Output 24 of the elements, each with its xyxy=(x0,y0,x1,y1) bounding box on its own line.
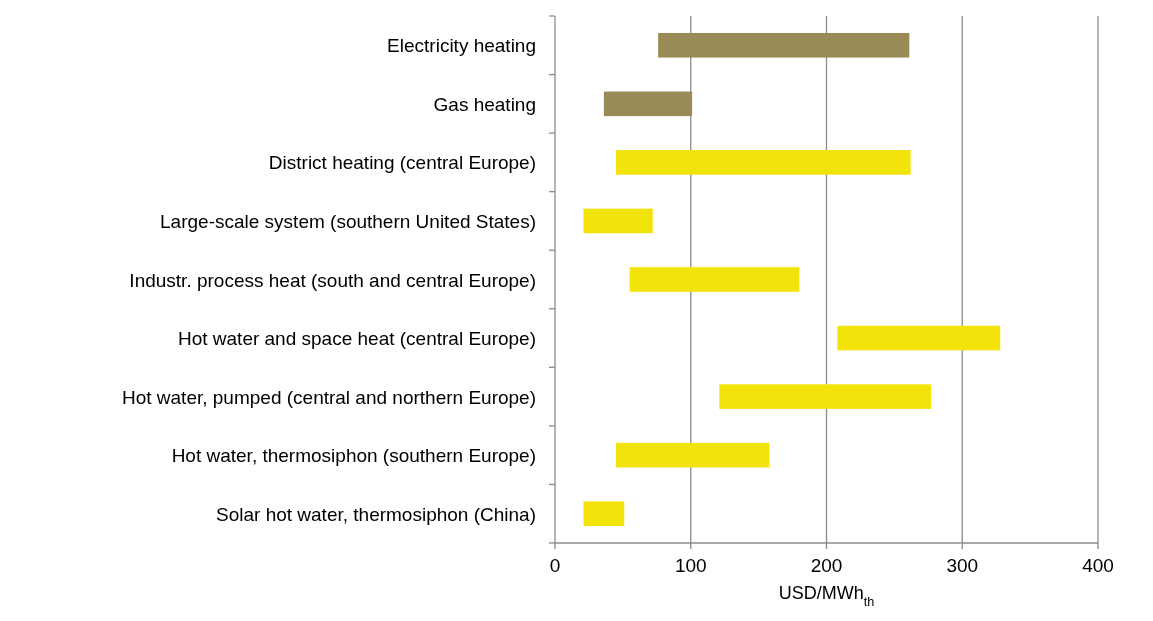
x-axis-title: USD/MWh$_{th}$ xyxy=(778,583,875,609)
y-tick-label: Large-scale system (southern United States) xyxy=(160,210,536,232)
y-tick-label: Electricity heating xyxy=(387,35,536,57)
x-tick-label: 300 xyxy=(946,555,979,576)
bar xyxy=(629,267,800,292)
bar xyxy=(837,325,1001,351)
y-tick-label: Industr. process heat (south and central Europe) xyxy=(129,269,536,291)
y-tick-label: Hot water, thermosiphon (southern Europe) xyxy=(171,445,536,467)
bar xyxy=(616,442,770,468)
bar xyxy=(603,91,693,117)
y-tick-label: Gas heating xyxy=(433,93,536,115)
y-tick-label: Hot water, pumped (central and northern Europe) xyxy=(121,386,536,408)
x-tick-label: 100 xyxy=(674,555,707,576)
x-tick-label: 0 xyxy=(549,555,561,576)
bar xyxy=(583,208,653,234)
x-tick-label: 400 xyxy=(1082,555,1114,576)
y-tick-label: District heating (central Europe) xyxy=(268,152,536,174)
bar xyxy=(616,150,911,175)
bar xyxy=(719,384,932,409)
y-tick-label: Solar hot water, thermosiphon (China) xyxy=(216,503,536,525)
bar xyxy=(583,501,625,527)
y-tick-label: Hot water and space heat (central Europe) xyxy=(177,328,536,350)
x-tick-label: 200 xyxy=(810,555,843,576)
bar xyxy=(658,32,910,58)
